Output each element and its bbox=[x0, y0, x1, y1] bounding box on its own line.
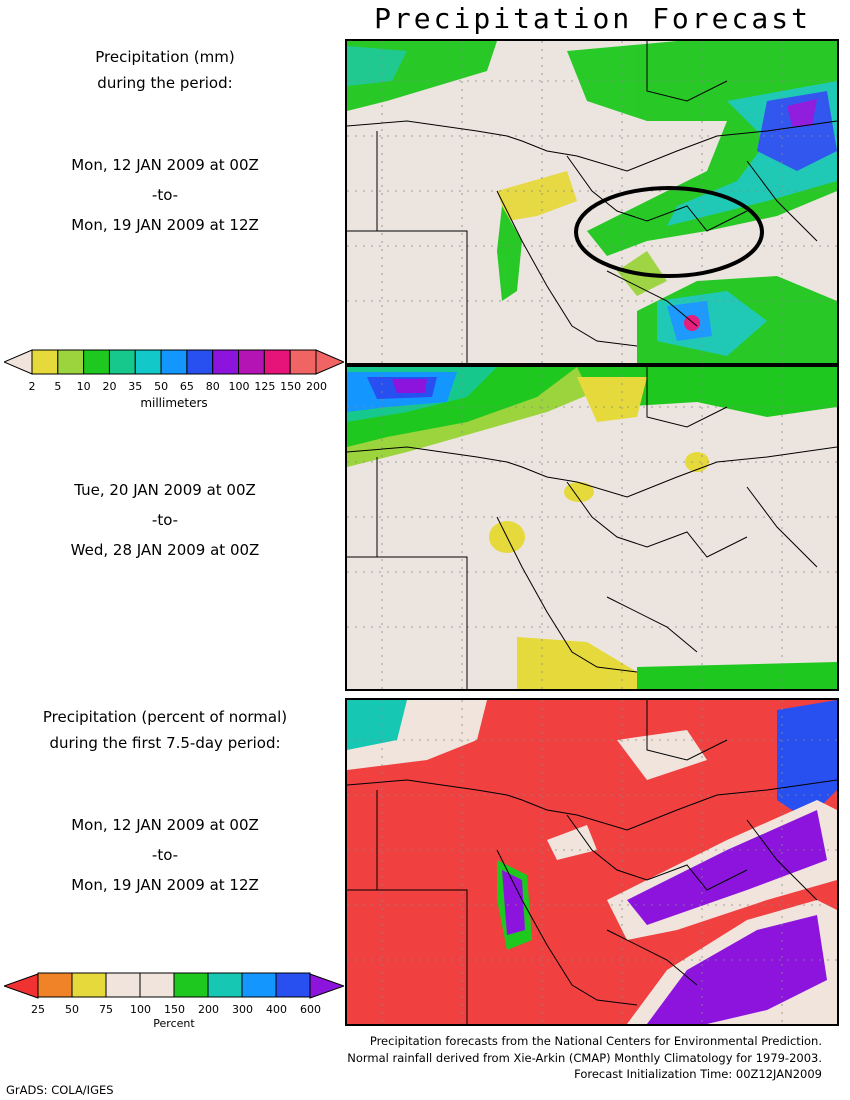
precip-area bbox=[347, 46, 407, 86]
precip-area bbox=[577, 377, 647, 422]
colorbar-tick-label: 20 bbox=[102, 380, 117, 393]
colorbar-tick-label: 5 bbox=[54, 380, 62, 393]
page-title: Precipitation Forecast bbox=[374, 2, 811, 35]
panel1-heading-line1: Precipitation (mm) bbox=[95, 48, 235, 66]
colorbar-tick-label: 65 bbox=[179, 380, 194, 393]
colorbar-swatch bbox=[105, 972, 141, 998]
colorbar-swatch bbox=[173, 972, 209, 998]
colorbar-tick-label: 600 bbox=[300, 1003, 321, 1016]
colorbar-swatch bbox=[134, 349, 162, 375]
precip-area bbox=[517, 637, 637, 689]
grads-credit: GrADS: COLA/IGES bbox=[6, 1083, 114, 1097]
footer-line2: Normal rainfall derived from Xie-Arkin (… bbox=[347, 1050, 822, 1065]
panel1-heading: Precipitation (mm) during the period: bbox=[0, 45, 330, 96]
panel3-to: -to- bbox=[151, 846, 179, 864]
colorbar-mm-unit: millimeters bbox=[140, 396, 208, 410]
map-week1-svg bbox=[347, 41, 837, 363]
panel2-to: -to- bbox=[151, 511, 179, 529]
colorbar-tick-label: 50 bbox=[154, 380, 169, 393]
colorbar-swatch bbox=[275, 972, 311, 998]
colorbar-mm-ticks: 2 5 10 20 35 50 65 80 100 125 150 200 bbox=[4, 380, 344, 396]
panel2-start: Tue, 20 JAN 2009 at 00Z bbox=[74, 481, 256, 499]
colorbar-swatch bbox=[31, 349, 59, 375]
panel1-period: Mon, 12 JAN 2009 at 00Z -to- Mon, 19 JAN… bbox=[0, 150, 330, 240]
panel3-heading-line2: during the first 7.5-day period: bbox=[49, 733, 281, 752]
footer-line1: Precipitation forecasts from the Nationa… bbox=[369, 1034, 822, 1048]
colorbar-swatch bbox=[238, 349, 265, 375]
colorbar-swatch bbox=[186, 349, 214, 375]
panel3-start: Mon, 12 JAN 2009 at 00Z bbox=[71, 816, 259, 834]
colorbar-percent: 25 50 75 100 150 200 300 400 600 Percent bbox=[2, 972, 346, 1032]
colorbar-tick-label: 200 bbox=[306, 380, 327, 393]
map-week2-svg bbox=[347, 367, 837, 689]
precip-area bbox=[564, 482, 594, 502]
colorbar-tick-label: 300 bbox=[232, 1003, 253, 1016]
colorbar-swatch bbox=[160, 349, 188, 375]
colorbar-tick-label: 100 bbox=[228, 380, 250, 393]
highlight-ellipse bbox=[574, 186, 764, 278]
anomaly-area bbox=[347, 700, 407, 750]
colorbar-tick-label: 50 bbox=[65, 1003, 79, 1016]
panel1-end: Mon, 19 JAN 2009 at 12Z bbox=[71, 216, 259, 234]
panel2-period: Tue, 20 JAN 2009 at 00Z -to- Wed, 28 JAN… bbox=[0, 475, 330, 565]
anomaly-area bbox=[502, 870, 525, 935]
footer-line3: Forecast Initialization Time: 00Z12JAN20… bbox=[574, 1067, 822, 1082]
footer-credits: Precipitation forecasts from the Nationa… bbox=[347, 1033, 822, 1083]
anomaly-area bbox=[617, 730, 707, 780]
precip-area bbox=[757, 91, 837, 171]
colorbar-tick-label: 125 bbox=[254, 380, 276, 393]
colorbar-swatch bbox=[83, 349, 110, 375]
map-panel-percent-normal bbox=[345, 698, 839, 1026]
colorbar-tick-label: 400 bbox=[266, 1003, 287, 1016]
colorbar-tick-label: 10 bbox=[76, 380, 91, 393]
colorbar-mm: 2 5 10 20 35 50 65 80 100 125 150 200 millimeters bbox=[2, 349, 346, 419]
panel1-heading-line2: during the period: bbox=[97, 73, 233, 92]
colorbar-tick-label: 150 bbox=[164, 1003, 185, 1016]
colorbar-mm-low-arrow bbox=[2, 349, 33, 375]
colorbar-swatch bbox=[57, 349, 85, 375]
panel3-end: Mon, 19 JAN 2009 at 12Z bbox=[71, 876, 259, 894]
colorbar-swatch bbox=[71, 972, 107, 998]
precip-area bbox=[637, 662, 837, 689]
anomaly-area bbox=[627, 810, 827, 925]
panel1-to: -to- bbox=[151, 186, 179, 204]
colorbar-mm-swatches bbox=[2, 349, 346, 375]
colorbar-tick-label: 35 bbox=[128, 380, 143, 393]
colorbar-tick-label: 100 bbox=[130, 1003, 151, 1016]
colorbar-swatch bbox=[212, 349, 240, 375]
panel3-heading-line1: Precipitation (percent of normal) bbox=[42, 708, 288, 726]
colorbar-swatch bbox=[241, 972, 277, 998]
anomaly-area bbox=[777, 700, 837, 820]
precip-area bbox=[392, 379, 427, 393]
colorbar-percent-high-arrow bbox=[309, 973, 346, 999]
panel3-period: Mon, 12 JAN 2009 at 00Z -to- Mon, 19 JAN… bbox=[0, 810, 330, 900]
colorbar-percent-ticks: 25 50 75 100 150 200 300 400 600 bbox=[4, 1003, 344, 1017]
colorbar-swatch bbox=[207, 972, 243, 998]
colorbar-tick-label: 75 bbox=[99, 1003, 113, 1016]
colorbar-tick-label: 25 bbox=[31, 1003, 45, 1016]
colorbar-percent-unit: Percent bbox=[153, 1017, 195, 1030]
colorbar-swatch bbox=[108, 349, 136, 375]
panel3-heading: Precipitation (percent of normal) during… bbox=[0, 705, 330, 756]
colorbar-tick-label: 200 bbox=[198, 1003, 219, 1016]
map-percent-svg bbox=[347, 700, 837, 1024]
panel1-start: Mon, 12 JAN 2009 at 00Z bbox=[71, 156, 259, 174]
precip-area bbox=[787, 99, 817, 126]
colorbar-swatch bbox=[139, 972, 175, 998]
colorbar-tick-label: 150 bbox=[280, 380, 302, 393]
precip-area bbox=[497, 206, 522, 301]
map-panel-week2 bbox=[345, 365, 839, 691]
panel2-end: Wed, 28 JAN 2009 at 00Z bbox=[70, 541, 260, 559]
colorbar-swatch bbox=[289, 349, 317, 375]
colorbar-tick-label: 2 bbox=[28, 380, 36, 393]
colorbar-percent-swatches bbox=[2, 972, 346, 999]
colorbar-mm-high-arrow bbox=[315, 349, 346, 375]
colorbar-swatch bbox=[37, 972, 73, 998]
colorbar-swatch bbox=[263, 349, 291, 375]
map-panel-week1 bbox=[345, 39, 839, 365]
colorbar-percent-low-arrow bbox=[2, 973, 39, 999]
anomaly-area bbox=[547, 825, 597, 860]
precip-area bbox=[497, 171, 577, 221]
colorbar-tick-label: 80 bbox=[205, 380, 220, 393]
